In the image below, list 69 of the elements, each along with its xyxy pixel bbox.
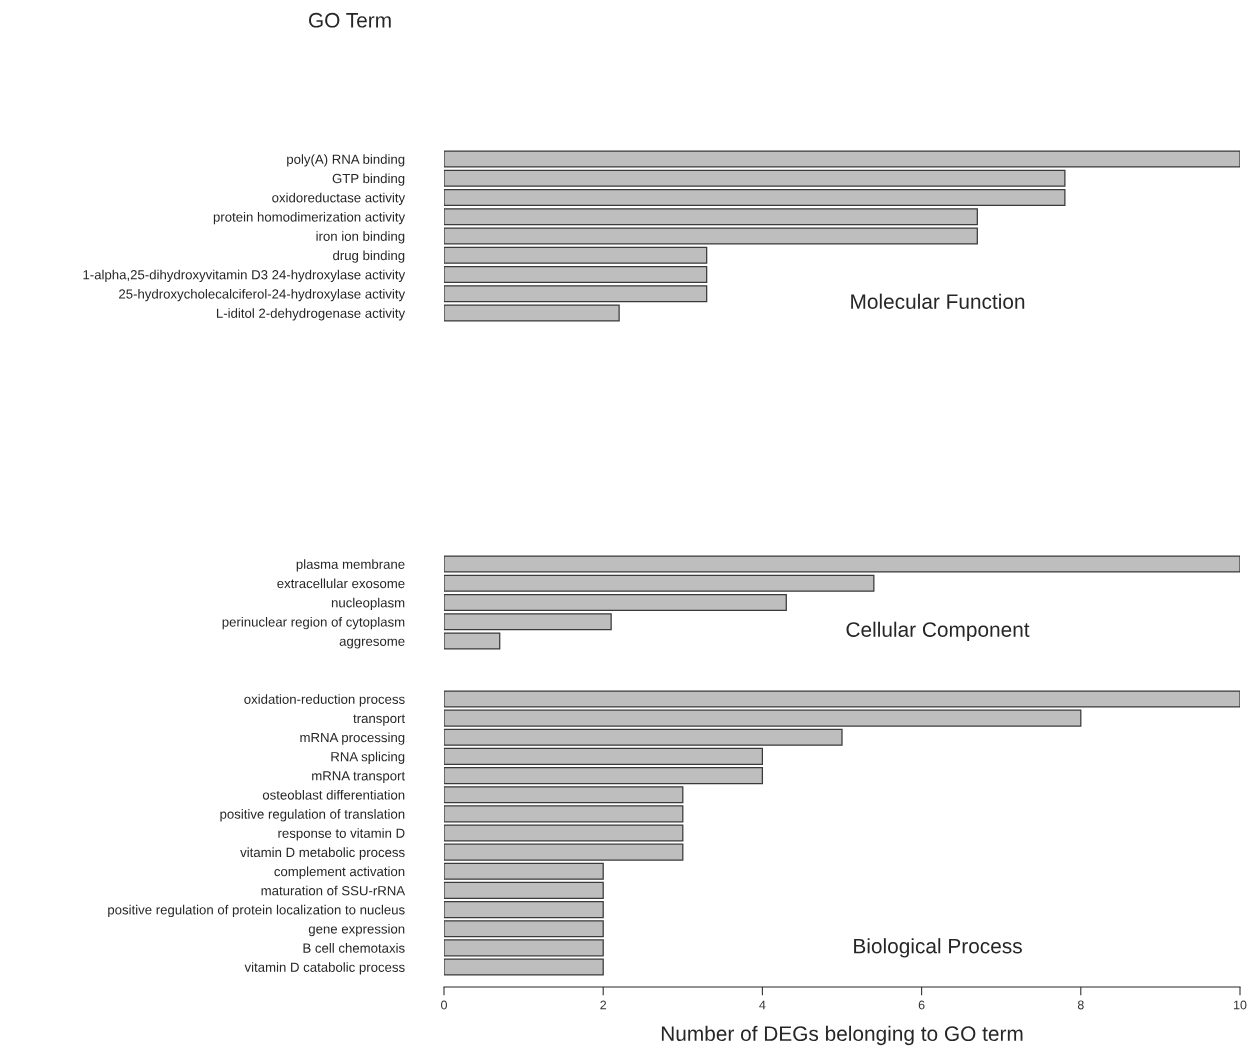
bar bbox=[444, 843, 684, 861]
y-tick-label: protein homodimerization activity bbox=[213, 211, 406, 225]
x-tick-label: 8 bbox=[1077, 1000, 1084, 1010]
bar bbox=[444, 285, 708, 303]
y-tick-label: drug binding bbox=[333, 250, 405, 263]
bar bbox=[444, 958, 604, 976]
bar bbox=[444, 227, 978, 245]
y-tick-label: vitamin D metabolic process bbox=[240, 847, 405, 860]
annotation: Cellular Component bbox=[846, 621, 1030, 642]
y-tick-label: iron ion binding bbox=[316, 231, 405, 244]
y-tick-label: gene expression bbox=[308, 923, 405, 937]
y-tick-label: osteoblast differentiation bbox=[262, 789, 405, 800]
y-tick-label: poly(A) RNA binding bbox=[287, 154, 405, 167]
y-tick-label: mRNA processing bbox=[300, 732, 405, 745]
bar bbox=[444, 709, 1082, 727]
y-tick-label: positive regulation of translation bbox=[220, 809, 405, 822]
bar bbox=[444, 304, 620, 322]
y-tick-label: nucleoplasm bbox=[331, 597, 405, 611]
bar bbox=[444, 593, 787, 612]
x-axis-title: Number of DEGs belonging to GO term bbox=[661, 1025, 1023, 1046]
bar bbox=[444, 901, 604, 919]
bar bbox=[444, 265, 708, 284]
bar bbox=[444, 208, 978, 226]
y-tick-label: 25-hydroxycholecalciferol-24-hydroxylase activity bbox=[119, 288, 406, 302]
x-tick-label: 4 bbox=[759, 1000, 766, 1010]
bar bbox=[444, 920, 604, 938]
y-tick-label: complement activation bbox=[274, 866, 405, 879]
y-tick-label: maturation of SSU-rRNA bbox=[261, 885, 406, 896]
y-tick-label: vitamin D catabolic process bbox=[244, 962, 405, 975]
bar bbox=[444, 939, 604, 957]
bar bbox=[444, 767, 764, 785]
y-tick-label: oxidoreductase activity bbox=[272, 192, 406, 206]
y-tick-label: RNA splicing bbox=[331, 751, 405, 764]
bar bbox=[444, 613, 612, 631]
bar bbox=[444, 188, 1066, 207]
x-tick-label: 10 bbox=[1234, 1000, 1247, 1010]
y-tick-label: plasma membrane bbox=[296, 559, 405, 572]
chart-title: GO Term bbox=[308, 12, 391, 28]
bar bbox=[444, 862, 604, 880]
y-tick-label: L-iditol 2-dehydrogenase activity bbox=[216, 308, 406, 321]
bar bbox=[444, 574, 875, 592]
y-tick-label: transport bbox=[353, 714, 406, 726]
bar bbox=[444, 881, 604, 899]
bar bbox=[444, 805, 684, 823]
y-tick-label: oxidation-reduction process bbox=[244, 694, 405, 707]
y-tick-label: response to vitamin D bbox=[278, 828, 405, 841]
x-tick-label: 2 bbox=[600, 1000, 607, 1010]
bar bbox=[444, 690, 1240, 708]
annotation: Molecular Function bbox=[851, 293, 1025, 309]
bar bbox=[444, 824, 684, 842]
y-tick-label: mRNA transport bbox=[312, 771, 406, 784]
y-tick-label: GTP binding bbox=[332, 173, 405, 186]
y-tick-label: 1-alpha,25-dihydroxyvitamin D3 24-hydroxylase activity bbox=[83, 269, 406, 283]
bar bbox=[444, 747, 764, 765]
y-tick-label: perinuclear region of cytoplasm bbox=[222, 616, 405, 630]
annotation: Biological Process bbox=[854, 938, 1022, 958]
y-tick-label: positive regulation of protein localization to nucleus bbox=[108, 904, 405, 918]
y-tick-label: B cell chemotaxis bbox=[303, 943, 405, 953]
x-tick-label: 6 bbox=[918, 1000, 925, 1010]
y-tick-label: aggresome bbox=[339, 638, 405, 649]
bar bbox=[444, 728, 843, 746]
bar bbox=[444, 150, 1240, 168]
bar bbox=[444, 555, 1240, 573]
bar bbox=[444, 169, 1066, 187]
bar bbox=[444, 786, 684, 804]
x-tick-label: 0 bbox=[441, 1000, 447, 1010]
bar bbox=[444, 246, 708, 264]
bar bbox=[444, 632, 501, 650]
y-tick-label: extracellular exosome bbox=[277, 578, 405, 589]
